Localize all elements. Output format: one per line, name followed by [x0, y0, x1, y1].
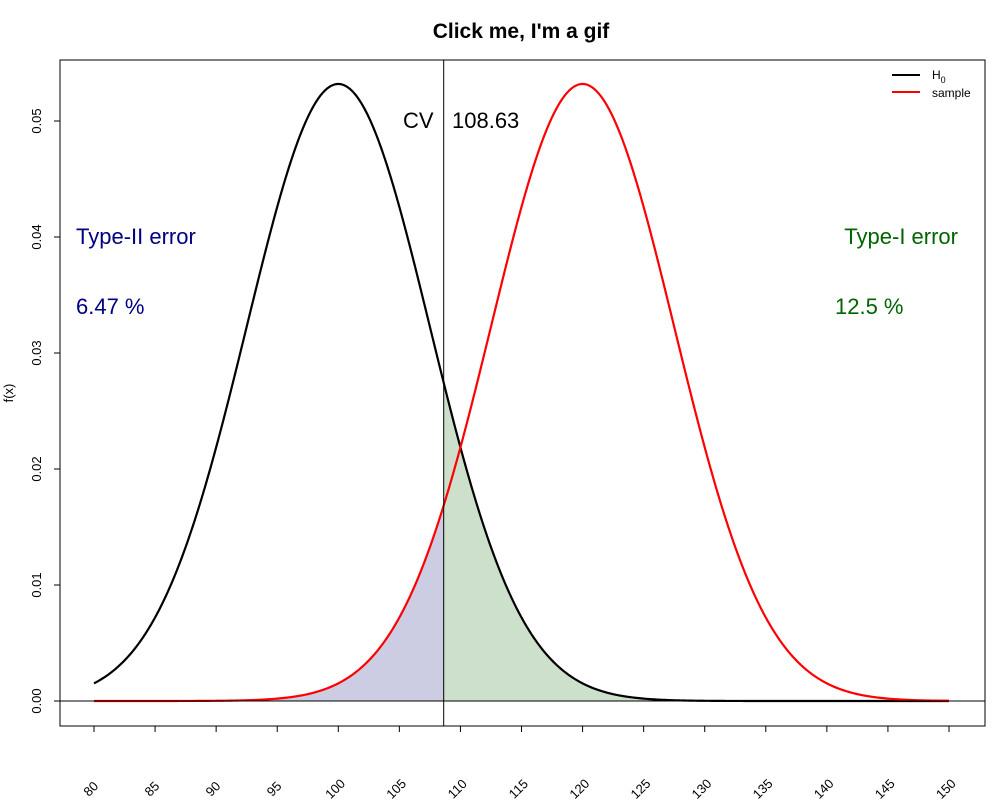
reference-lines: [60, 60, 985, 726]
type1-error-label: Type-I error: [844, 224, 958, 249]
y-tick-label-0.04: 0.04: [29, 224, 44, 249]
type1-error-value: 12.5 %: [835, 294, 904, 319]
series-line-h0: [93, 82, 949, 703]
x-tick-label-100: 100: [322, 776, 348, 800]
type2-error-label: Type-II error: [76, 224, 196, 249]
y-tick-label-0.01: 0.01: [29, 572, 44, 597]
x-tick-label-125: 125: [627, 776, 653, 800]
x-tick-label-85: 85: [141, 778, 162, 799]
series-line-sample: [94, 82, 950, 703]
y-tick-label-0.05: 0.05: [29, 108, 44, 133]
x-tick-label-120: 120: [566, 776, 592, 800]
cv-label: CV: [403, 108, 434, 133]
type2-error-value: 6.47 %: [76, 294, 145, 319]
type2-error-region: [94, 505, 444, 701]
x-tick-label-80: 80: [80, 778, 101, 799]
density-curves: [93, 82, 950, 703]
x-tick-label-150: 150: [933, 776, 959, 800]
chart-title: Click me, I'm a gif: [433, 20, 611, 43]
legend-label-sample: sample: [932, 86, 971, 100]
x-tick-label-135: 135: [750, 776, 776, 800]
y-tick-label-0.03: 0.03: [29, 340, 44, 365]
error-regions: [94, 382, 949, 701]
x-tick-label-105: 105: [383, 776, 409, 800]
y-axis: 0.00 0.01 0.02 0.03 0.04 0.05: [29, 108, 61, 714]
x-tick-label-95: 95: [264, 778, 285, 799]
y-tick-label-0.02: 0.02: [29, 456, 44, 481]
x-tick-label-130: 130: [689, 776, 715, 800]
x-tick-label-90: 90: [203, 778, 224, 799]
y-tick-label-0.00: 0.00: [29, 688, 44, 713]
x-tick-label-145: 145: [872, 776, 898, 800]
legend: H0 sample: [892, 68, 971, 100]
y-axis-label: f(x): [1, 384, 16, 403]
x-tick-label-110: 110: [445, 776, 470, 800]
x-tick-label-115: 115: [506, 776, 531, 800]
cv-value: 108.63: [452, 108, 519, 133]
type1-error-region: [443, 382, 949, 701]
legend-label-h0: H0: [932, 68, 946, 85]
x-axis: 80 85 90 95 100 105 110 115 120 125 130 135 140 145 15…: [80, 725, 959, 800]
x-tick-label-140: 140: [811, 776, 837, 800]
